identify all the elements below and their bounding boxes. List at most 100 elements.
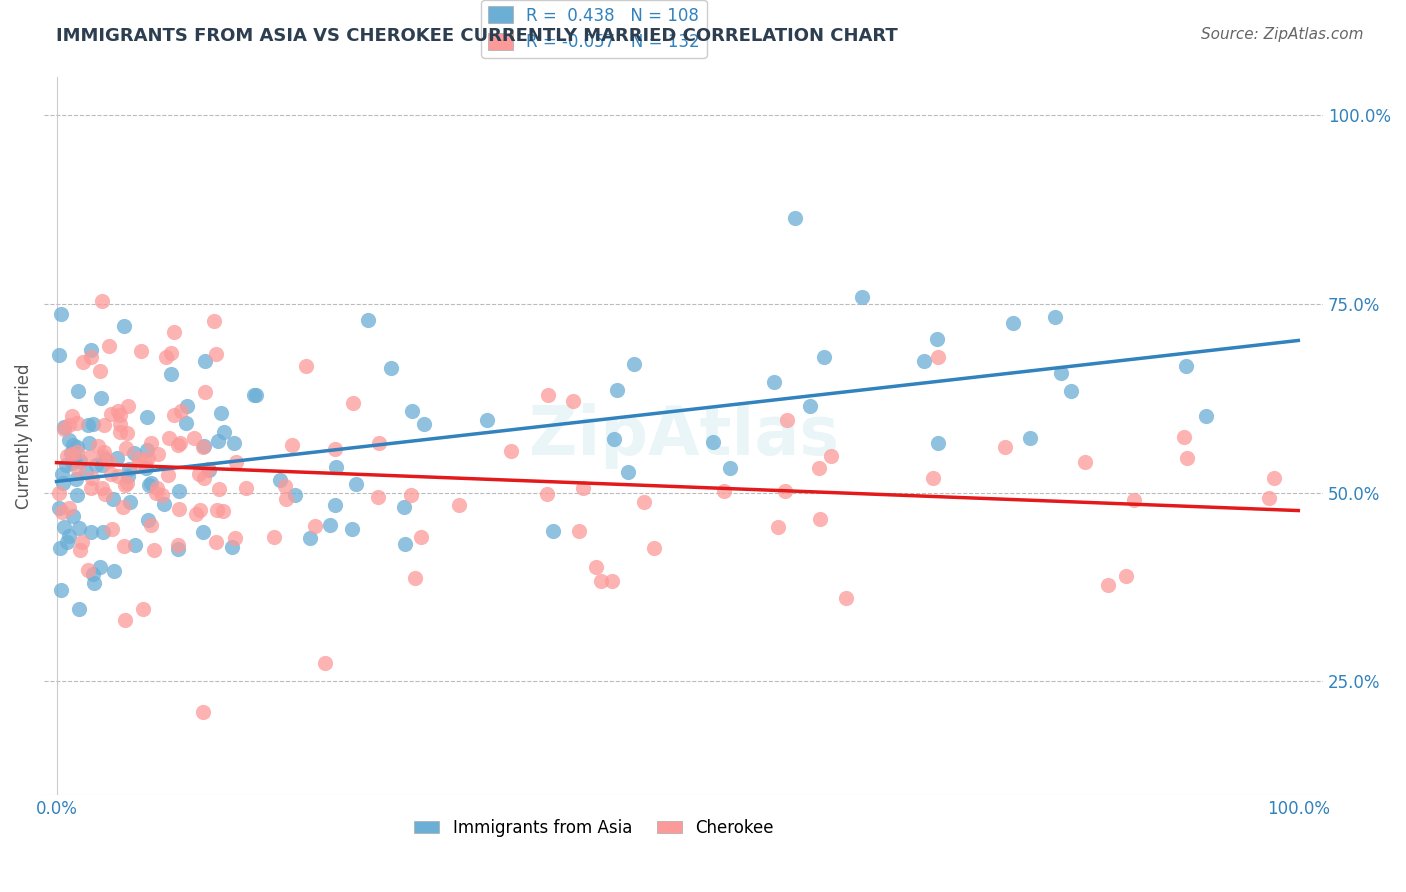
Point	[67, 521, 90, 535]
Point	[766, 520, 789, 534]
Point	[183, 431, 205, 445]
Text: IMMIGRANTS FROM ASIA VS CHEROKEE CURRENTLY MARRIED CORRELATION CHART: IMMIGRANTS FROM ASIA VS CHEROKEE CURRENT…	[56, 27, 898, 45]
Point	[176, 399, 198, 413]
Point	[380, 361, 402, 376]
Point	[325, 459, 347, 474]
Point	[118, 462, 141, 476]
Point	[115, 476, 138, 491]
Point	[77, 450, 100, 464]
Point	[994, 440, 1017, 454]
Point	[84, 458, 107, 472]
Y-axis label: Currently Married: Currently Married	[15, 363, 32, 508]
Point	[89, 559, 111, 574]
Legend: Immigrants from Asia, Cherokee: Immigrants from Asia, Cherokee	[408, 813, 780, 844]
Point	[66, 462, 89, 476]
Point	[136, 512, 159, 526]
Point	[48, 486, 70, 500]
Point	[188, 503, 211, 517]
Point	[501, 443, 523, 458]
Point	[55, 458, 77, 473]
Point	[197, 462, 219, 476]
Point	[117, 468, 139, 483]
Point	[112, 500, 135, 515]
Point	[127, 451, 149, 466]
Point	[48, 500, 70, 515]
Point	[55, 535, 77, 549]
Point	[90, 481, 112, 495]
Point	[66, 416, 89, 430]
Point	[198, 463, 221, 477]
Point	[718, 461, 741, 475]
Point	[82, 566, 104, 581]
Point	[1097, 577, 1119, 591]
Point	[136, 442, 159, 457]
Point	[60, 447, 83, 461]
Point	[314, 656, 336, 670]
Point	[225, 455, 247, 469]
Point	[194, 385, 217, 400]
Point	[89, 364, 111, 378]
Point	[222, 435, 245, 450]
Point	[776, 412, 799, 426]
Point	[163, 408, 186, 422]
Point	[115, 425, 138, 440]
Point	[108, 409, 131, 423]
Point	[912, 354, 935, 368]
Point	[93, 445, 115, 459]
Point	[155, 350, 177, 364]
Point	[167, 502, 190, 516]
Point	[367, 490, 389, 504]
Point	[194, 353, 217, 368]
Point	[280, 438, 302, 452]
Point	[1195, 409, 1218, 424]
Point	[617, 465, 640, 479]
Point	[202, 314, 225, 328]
Point	[193, 471, 215, 485]
Point	[56, 449, 79, 463]
Point	[411, 530, 433, 544]
Point	[136, 409, 159, 424]
Point	[449, 498, 471, 512]
Point	[117, 399, 139, 413]
Point	[357, 312, 380, 326]
Point	[221, 540, 243, 554]
Point	[157, 432, 180, 446]
Point	[807, 460, 830, 475]
Point	[146, 481, 169, 495]
Point	[851, 290, 873, 304]
Point	[49, 541, 72, 556]
Point	[713, 484, 735, 499]
Point	[1123, 492, 1146, 507]
Point	[394, 537, 416, 551]
Point	[167, 538, 190, 552]
Point	[1073, 455, 1095, 469]
Point	[340, 522, 363, 536]
Point	[208, 482, 231, 496]
Point	[51, 307, 73, 321]
Point	[633, 495, 655, 509]
Point	[184, 508, 207, 522]
Point	[785, 211, 807, 225]
Point	[114, 318, 136, 333]
Point	[174, 416, 197, 430]
Point	[401, 404, 423, 418]
Point	[63, 452, 86, 467]
Point	[138, 477, 160, 491]
Point	[927, 435, 949, 450]
Point	[245, 387, 267, 401]
Point	[835, 591, 858, 605]
Point	[80, 481, 103, 495]
Point	[48, 348, 70, 362]
Point	[167, 542, 190, 557]
Point	[205, 535, 228, 549]
Point	[93, 418, 115, 433]
Point	[304, 518, 326, 533]
Point	[160, 367, 183, 381]
Point	[1257, 491, 1279, 505]
Point	[808, 511, 831, 525]
Point	[139, 475, 162, 490]
Point	[191, 705, 214, 719]
Point	[91, 449, 114, 463]
Point	[1018, 431, 1040, 445]
Point	[79, 435, 101, 450]
